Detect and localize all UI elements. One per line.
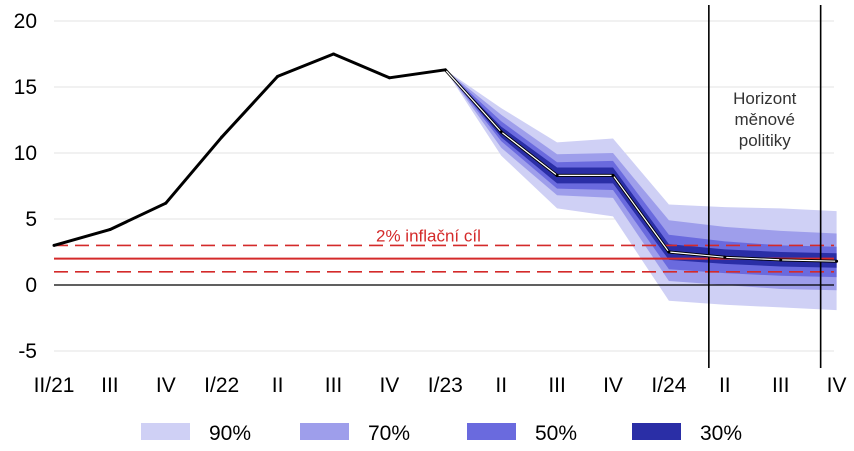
legend-label: 70% xyxy=(368,422,410,445)
legend: 90% 70% 50% 30% xyxy=(141,422,742,445)
x-tick-label: I/22 xyxy=(204,374,239,397)
y-tick-label: 10 xyxy=(14,142,37,165)
policy-horizon: Horizont měnové politiky xyxy=(708,5,822,368)
legend-label: 50% xyxy=(535,422,577,445)
data-point xyxy=(667,250,671,254)
x-tick-label: II xyxy=(495,374,507,397)
target-label: 2% inflační cíl xyxy=(376,226,481,245)
legend-swatch xyxy=(300,423,349,440)
x-tick-label: II xyxy=(719,374,731,397)
x-tick-label: IV xyxy=(156,374,176,397)
legend-label: 30% xyxy=(700,422,742,445)
fan-band-70pct xyxy=(445,69,837,291)
data-point xyxy=(835,259,839,263)
data-point xyxy=(108,228,112,232)
x-tick-label: II xyxy=(272,374,284,397)
inflation-target: 2% inflační cíl xyxy=(54,226,834,286)
legend-swatch xyxy=(141,423,190,440)
x-tick-label: IV xyxy=(379,374,399,397)
data-point xyxy=(387,76,391,80)
y-axis: -5 0 5 10 15 20 xyxy=(14,10,37,363)
horizon-label-line: Horizont xyxy=(733,89,797,108)
x-tick-label: I/24 xyxy=(651,374,686,397)
data-point xyxy=(443,68,447,72)
legend-swatch xyxy=(467,423,516,440)
y-tick-label: 0 xyxy=(25,274,37,297)
y-tick-label: 5 xyxy=(25,208,37,231)
data-point xyxy=(220,135,224,139)
legend-label: 90% xyxy=(209,422,251,445)
y-tick-label: -5 xyxy=(18,340,37,363)
x-tick-label: II/21 xyxy=(34,374,75,397)
horizon-label-line: politiky xyxy=(739,131,791,150)
data-point xyxy=(52,243,56,247)
data-point xyxy=(723,255,727,259)
data-point xyxy=(332,52,335,56)
data-point xyxy=(779,258,783,262)
x-tick-label: III xyxy=(548,374,566,397)
x-tick-label: III xyxy=(325,374,343,397)
data-point xyxy=(499,130,503,134)
y-tick-label: 15 xyxy=(14,76,37,99)
y-tick-label: 20 xyxy=(14,10,37,33)
fan-bands xyxy=(445,69,837,311)
x-tick-label: III xyxy=(101,374,119,397)
data-point xyxy=(276,74,280,78)
data-point xyxy=(611,173,615,177)
x-tick-label: III xyxy=(772,374,790,397)
x-tick-label: IV xyxy=(827,374,847,397)
x-tick-label: IV xyxy=(603,374,623,397)
series-lines xyxy=(52,52,839,263)
x-axis: II/21 III IV I/22 II III IV I/23 II III IV I/24 II II… xyxy=(34,374,847,397)
forecast-highlight-line xyxy=(444,69,837,262)
horizon-label-line: měnové xyxy=(735,110,795,129)
data-point xyxy=(164,201,168,205)
data-point xyxy=(555,173,559,177)
x-tick-label: I/23 xyxy=(428,374,463,397)
legend-swatch xyxy=(632,423,681,440)
